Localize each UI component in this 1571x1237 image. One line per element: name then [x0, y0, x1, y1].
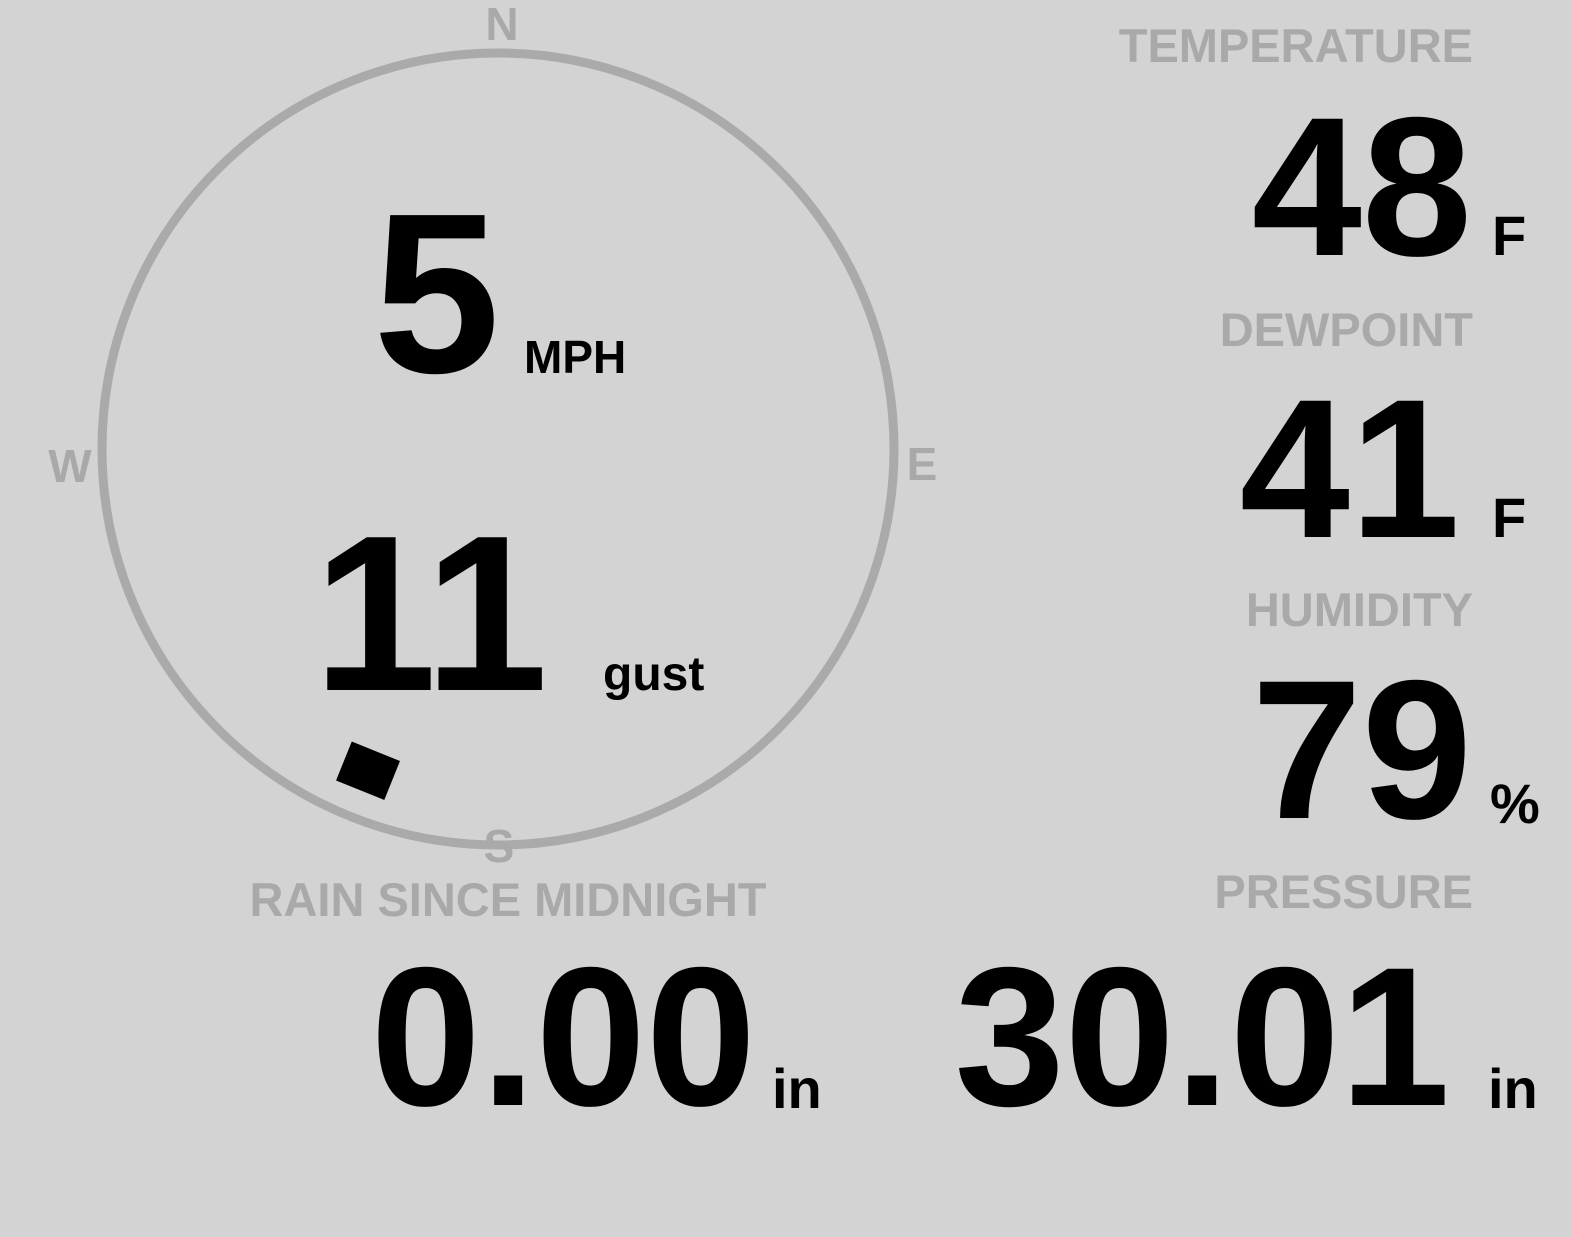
humidity-unit: %	[1490, 772, 1540, 835]
humidity-value: 79	[1252, 639, 1472, 860]
wind-speed-unit: MPH	[524, 331, 626, 383]
pressure-value: 30.01	[955, 926, 1450, 1147]
temperature-label: TEMPERATURE	[1119, 19, 1473, 72]
wind-compass: N E S W 5 MPH 11 gust	[48, 0, 937, 872]
humidity-label: HUMIDITY	[1246, 583, 1473, 636]
rain-unit: in	[772, 1057, 822, 1120]
temperature-value: 48	[1252, 76, 1472, 297]
rain-value: 0.00	[371, 926, 756, 1147]
compass-north: N	[485, 0, 518, 50]
rain-label: RAIN SINCE MIDNIGHT	[250, 873, 767, 926]
temperature-panel: TEMPERATURE 48 F	[1119, 19, 1526, 297]
rain-panel: RAIN SINCE MIDNIGHT 0.00 in	[250, 873, 822, 1147]
pressure-panel: PRESSURE 30.01 in	[955, 865, 1538, 1147]
dewpoint-value: 41	[1240, 358, 1460, 579]
wind-direction-pointer	[336, 741, 400, 800]
wind-gust-value: 11	[313, 490, 548, 738]
dewpoint-unit: F	[1492, 486, 1526, 549]
dewpoint-panel: DEWPOINT 41 F	[1220, 303, 1527, 579]
compass-west: W	[48, 440, 92, 492]
compass-east: E	[907, 438, 938, 490]
pressure-label: PRESSURE	[1214, 865, 1473, 918]
humidity-panel: HUMIDITY 79 %	[1246, 583, 1540, 860]
dewpoint-label: DEWPOINT	[1220, 303, 1474, 356]
wind-speed-value: 5	[373, 167, 500, 421]
temperature-unit: F	[1492, 204, 1526, 267]
pressure-unit: in	[1488, 1057, 1538, 1120]
wind-gust-unit: gust	[603, 648, 704, 701]
compass-south: S	[484, 820, 515, 872]
compass-ring	[97, 48, 899, 850]
